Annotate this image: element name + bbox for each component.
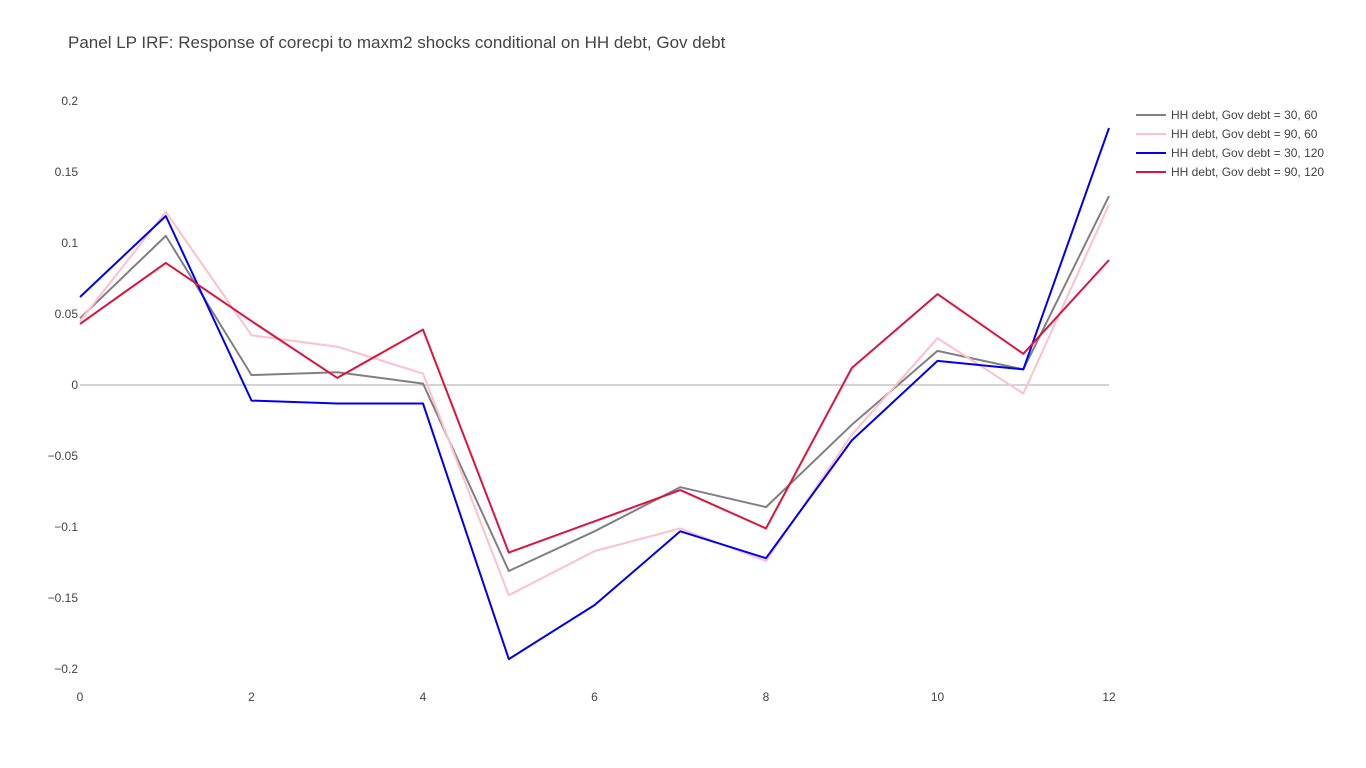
y-tick-label: 0.05 [55,307,79,321]
series-line-2[interactable] [79,204,1110,597]
y-tick-label: −0.15 [48,591,79,605]
legend-item-3[interactable]: HH debt, Gov debt = 30, 120 [1136,146,1324,160]
y-tick-label: 0.1 [61,236,78,250]
x-tick-label: 10 [931,690,945,704]
x-tick-label: 0 [77,690,84,704]
y-tick-label: 0.2 [61,94,78,108]
legend-item-4[interactable]: HH debt, Gov debt = 90, 120 [1136,165,1324,179]
y-tick-label: 0.15 [55,165,79,179]
legend-label: HH debt, Gov debt = 90, 60 [1171,127,1318,141]
legend-label: HH debt, Gov debt = 90, 120 [1171,165,1324,179]
legend-label: HH debt, Gov debt = 30, 60 [1171,108,1318,122]
x-tick-label: 6 [591,690,598,704]
y-tick-label: −0.2 [54,662,78,676]
series-layer [79,127,1110,661]
legend[interactable]: HH debt, Gov debt = 30, 60 HH debt, Gov d… [1136,108,1324,179]
series-line-3[interactable] [79,127,1110,661]
x-tick-label: 2 [248,690,255,704]
y-tick-label: −0.1 [54,520,78,534]
y-tick-label: −0.05 [48,449,79,463]
series-line-1[interactable] [79,195,1110,572]
y-axis: 0.2 0.15 0.1 0.05 0 −0.05 −0.1 −0.15 −0.2 [48,94,79,676]
legend-item-2[interactable]: HH debt, Gov debt = 90, 60 [1136,127,1318,141]
x-axis: 0 2 4 6 8 10 12 [77,690,1116,704]
series-line-4[interactable] [79,259,1110,554]
x-tick-label: 12 [1102,690,1116,704]
chart-title: Panel LP IRF: Response of corecpi to max… [68,33,726,52]
y-tick-label: 0 [71,378,78,392]
x-tick-label: 8 [763,690,770,704]
legend-item-1[interactable]: HH debt, Gov debt = 30, 60 [1136,108,1318,122]
legend-label: HH debt, Gov debt = 30, 120 [1171,146,1324,160]
x-tick-label: 4 [420,690,427,704]
